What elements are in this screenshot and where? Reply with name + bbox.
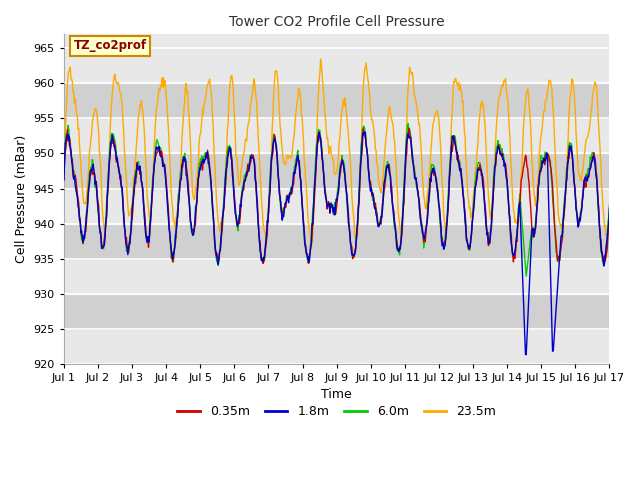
X-axis label: Time: Time: [321, 388, 352, 401]
Bar: [64, 84, 609, 119]
Bar: [64, 119, 609, 154]
Bar: [64, 329, 609, 364]
Bar: [64, 294, 609, 329]
Bar: [64, 48, 609, 84]
Legend: 0.35m, 1.8m, 6.0m, 23.5m: 0.35m, 1.8m, 6.0m, 23.5m: [172, 400, 501, 423]
Y-axis label: Cell Pressure (mBar): Cell Pressure (mBar): [15, 135, 28, 263]
Bar: [64, 154, 609, 189]
Text: TZ_co2prof: TZ_co2prof: [74, 39, 147, 52]
Bar: [64, 224, 609, 259]
Bar: [64, 259, 609, 294]
Bar: [64, 189, 609, 224]
Title: Tower CO2 Profile Cell Pressure: Tower CO2 Profile Cell Pressure: [229, 15, 444, 29]
